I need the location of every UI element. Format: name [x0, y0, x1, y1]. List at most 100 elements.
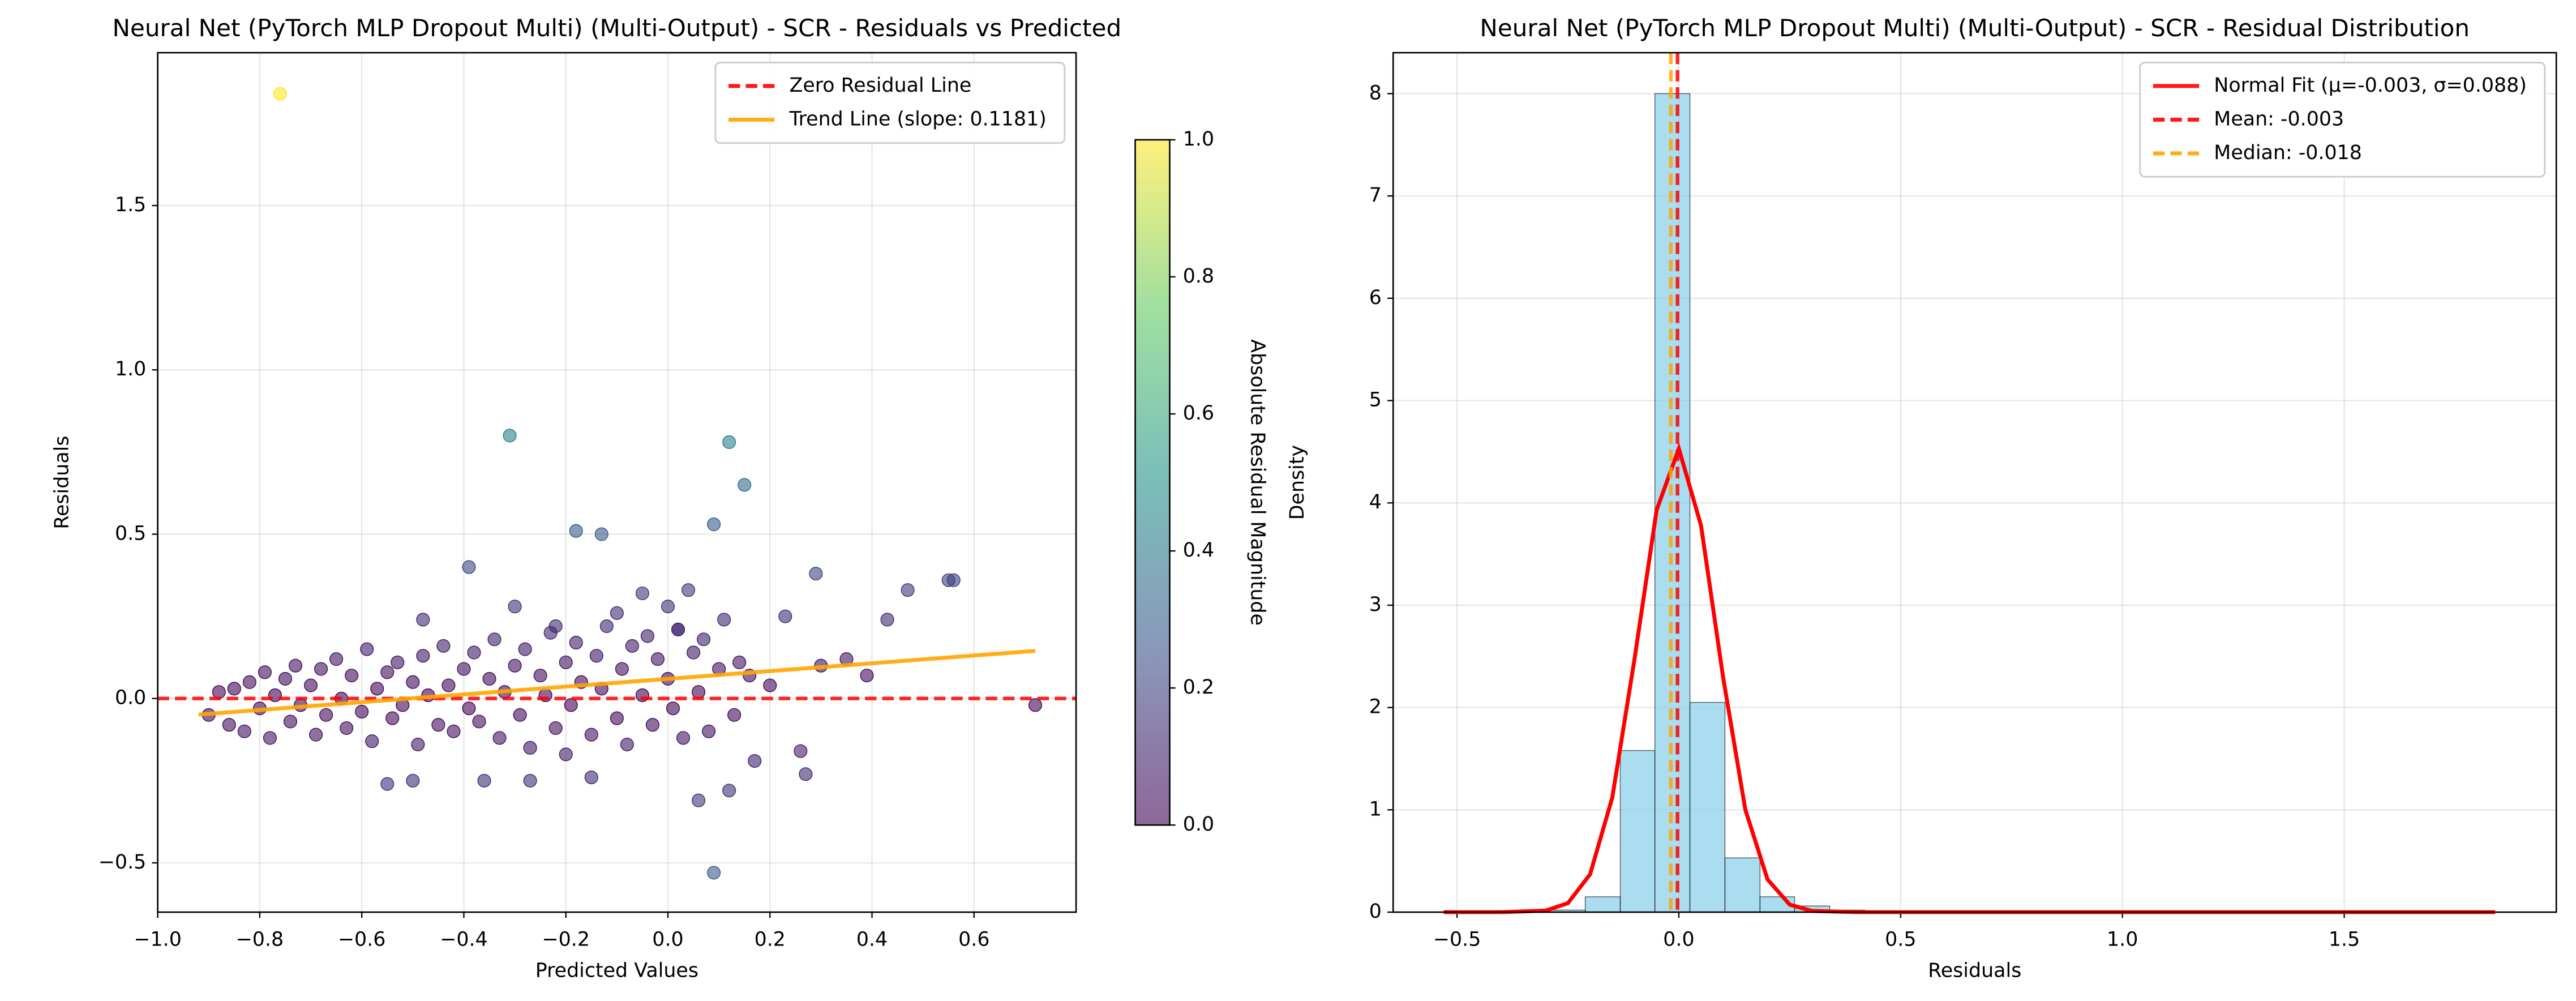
point: [329, 652, 344, 666]
legend-box: [2139, 62, 2546, 178]
point: [717, 613, 731, 627]
point: [283, 715, 298, 729]
point: [707, 517, 721, 532]
histogram-bar: [1619, 750, 1656, 913]
point: [666, 701, 680, 716]
point: [727, 708, 741, 722]
y-tick-label: 7: [1369, 184, 1382, 207]
point: [569, 524, 583, 538]
point: [380, 665, 395, 679]
point: [242, 675, 256, 689]
point: [671, 622, 685, 636]
point: [610, 711, 624, 725]
legend-label: Zero Residual Line: [789, 74, 971, 97]
point: [503, 429, 517, 443]
colorbar-tick-label: 0.8: [1183, 265, 1214, 288]
x-tick-label: 0.0: [1663, 928, 1694, 951]
point: [319, 708, 333, 722]
point: [411, 737, 425, 752]
point: [482, 671, 496, 686]
point: [799, 767, 813, 781]
colorbar: [1134, 139, 1171, 826]
point: [523, 741, 537, 755]
point: [569, 636, 583, 650]
point: [615, 662, 629, 676]
point: [212, 685, 226, 699]
y-tick-label: 0.5: [115, 522, 146, 545]
point: [340, 721, 354, 735]
y-tick-label: 0: [1369, 900, 1382, 923]
point: [860, 669, 874, 683]
point: [707, 866, 721, 880]
point: [901, 583, 915, 597]
point: [645, 718, 660, 732]
point: [492, 731, 507, 745]
point: [360, 642, 374, 656]
colorbar-tick-label: 0.0: [1183, 813, 1214, 836]
y-tick-label: 8: [1369, 82, 1382, 104]
legend-label: Trend Line (slope: 0.1181): [788, 108, 1046, 130]
point: [625, 639, 639, 653]
x-tick-label: −0.4: [440, 928, 488, 951]
plot-frame: [1392, 52, 2557, 913]
x-tick-label: −0.8: [236, 928, 284, 951]
point: [1028, 698, 1043, 712]
point: [477, 773, 491, 788]
point: [462, 701, 476, 716]
point: [303, 678, 318, 692]
histogram-bar: [1689, 701, 1726, 913]
x-tick-label: −0.2: [542, 928, 590, 951]
point: [697, 632, 711, 647]
x-axis-label: Residuals: [1928, 960, 2021, 982]
point: [559, 747, 573, 762]
point: [543, 626, 558, 640]
y-tick-label: 1.0: [115, 358, 146, 380]
point: [946, 573, 961, 587]
point: [472, 715, 486, 729]
histogram-bar: [1724, 857, 1761, 913]
legend: Normal Fit (μ=-0.003, σ=0.088) Mean: -0.0…: [2139, 62, 2546, 178]
point: [692, 793, 706, 807]
point: [880, 613, 894, 627]
colorbar-tick-label: 0.4: [1183, 539, 1214, 562]
point: [778, 609, 792, 623]
point: [416, 613, 430, 627]
point: [676, 731, 691, 745]
point: [447, 724, 461, 738]
legend-label: Median: -0.018: [2214, 142, 2362, 164]
x-tick-label: 0.0: [652, 928, 683, 951]
histogram-bar: [1584, 896, 1621, 913]
y-tick-label: 1.5: [115, 194, 146, 216]
point: [650, 652, 665, 666]
x-tick-label: −1.0: [134, 928, 182, 951]
point: [263, 731, 277, 745]
colorbar-tick-label: 0.2: [1183, 676, 1214, 699]
point: [314, 662, 328, 676]
point: [748, 754, 762, 768]
y-tick-label: 5: [1369, 389, 1382, 412]
point: [809, 567, 823, 581]
y-axis-label: Residuals: [50, 435, 73, 529]
chart-title: Neural Net (PyTorch MLP Dropout Multi) (…: [112, 14, 1121, 42]
point: [258, 665, 272, 679]
point: [237, 724, 251, 738]
colorbar-tick-label: 1.0: [1183, 128, 1214, 151]
point: [513, 708, 527, 722]
y-axis-label: Density: [1286, 445, 1309, 520]
point: [442, 678, 456, 692]
point: [687, 645, 701, 660]
point: [288, 658, 303, 673]
colorbar-label: Absolute Residual Magnitude: [1246, 339, 1268, 626]
point: [738, 478, 752, 492]
point: [345, 669, 359, 683]
x-tick-label: −0.6: [338, 928, 386, 951]
point: [273, 87, 288, 101]
x-tick-label: 1.5: [2329, 928, 2360, 951]
chart-title: Neural Net (PyTorch MLP Dropout Multi) (…: [1480, 14, 2470, 42]
point: [661, 600, 675, 614]
point: [508, 658, 522, 673]
point: [635, 586, 649, 601]
point: [309, 728, 323, 742]
